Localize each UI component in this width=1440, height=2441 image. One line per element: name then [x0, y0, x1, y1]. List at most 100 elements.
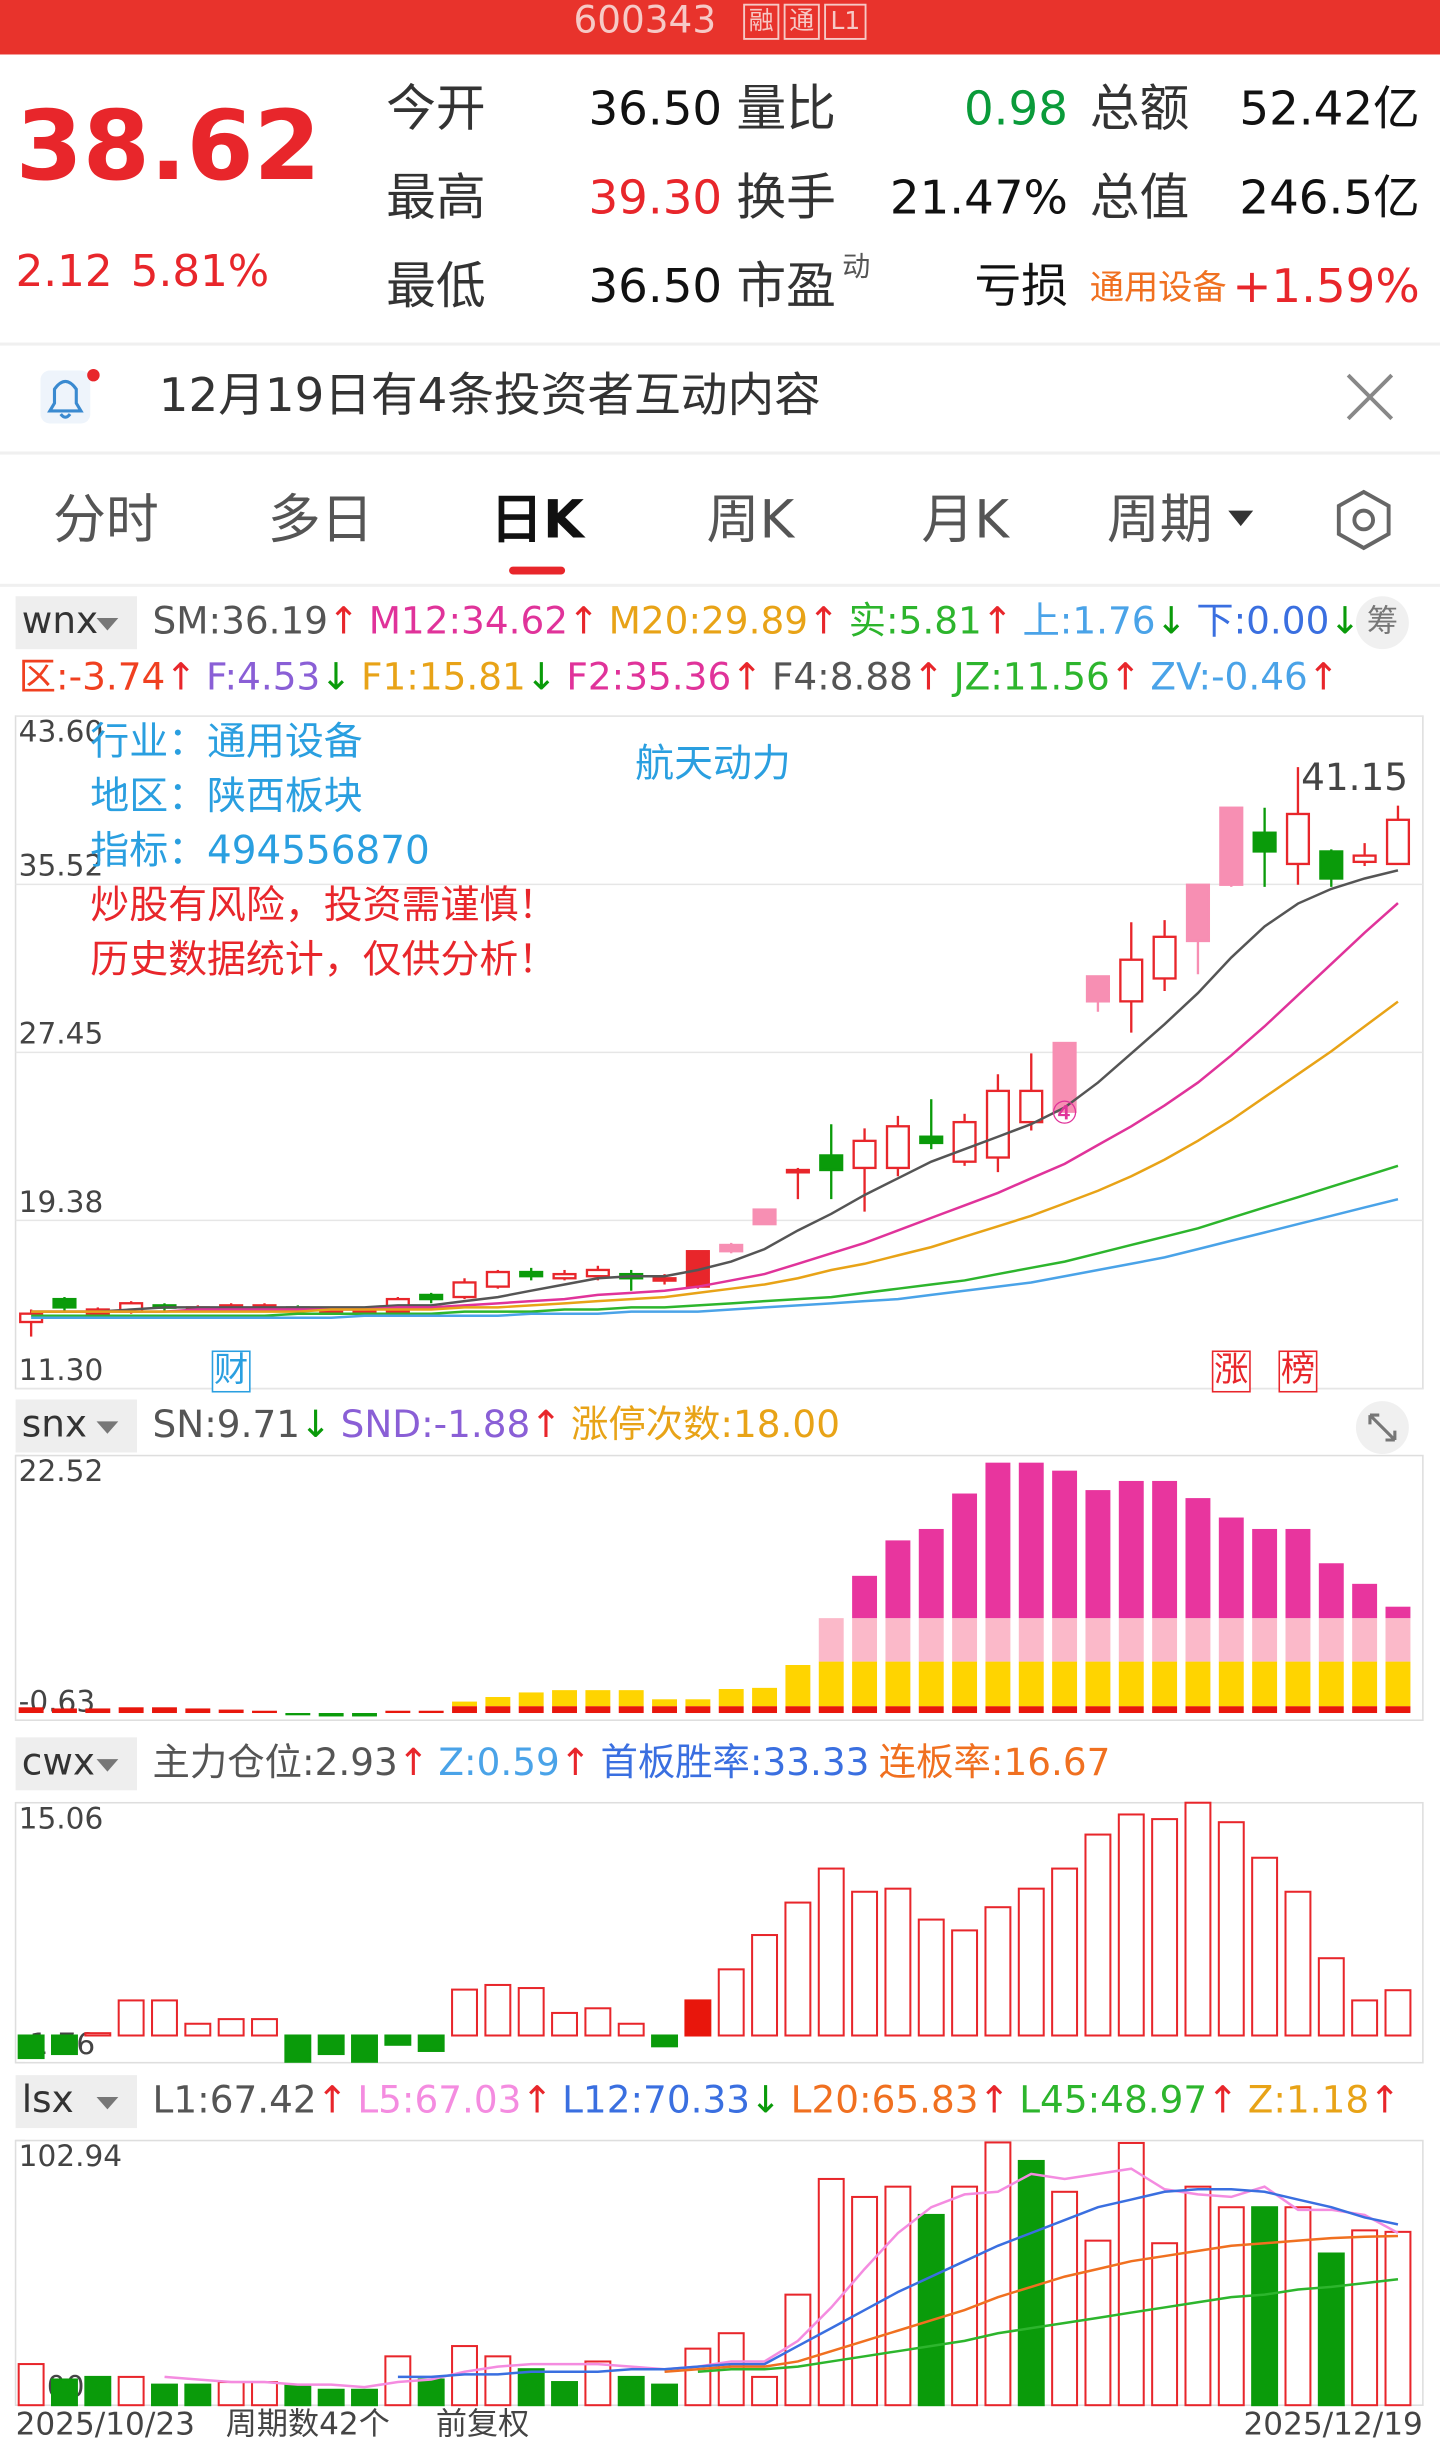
bar-segment	[785, 1706, 811, 1714]
legend-item: 主力仓位:2.93↑	[153, 1739, 430, 1783]
bar-segment	[985, 1661, 1011, 1707]
annotation: 地区：陕西板块	[90, 774, 362, 819]
bar-segment	[1218, 1661, 1244, 1707]
expand-arrow	[1368, 1413, 1397, 1442]
indicator-chip[interactable]	[15, 596, 137, 650]
bar	[1051, 2190, 1079, 2407]
bar	[51, 2378, 78, 2407]
tab[interactable]: 周期	[1107, 490, 1213, 551]
bar-segment	[718, 1706, 744, 1714]
annotation-box	[1211, 1350, 1251, 1393]
quote-label: 最高	[386, 168, 486, 226]
line	[31, 1197, 1399, 1320]
bell	[47, 379, 84, 419]
quote-value: 0.98	[964, 83, 1068, 137]
bar-segment	[1052, 1470, 1078, 1619]
chip-arrow	[96, 1421, 119, 1434]
bar	[151, 2383, 178, 2407]
bar-segment	[452, 1701, 477, 1707]
candle-body	[452, 1281, 477, 1299]
bar-segment	[1385, 1661, 1411, 1707]
price: 38.62	[16, 89, 321, 202]
bar	[517, 1987, 545, 2037]
y-tick-label: 102.94	[19, 2139, 122, 2173]
bar-segment	[1118, 1480, 1144, 1619]
close-icon[interactable]	[1346, 373, 1394, 421]
bar	[151, 1999, 178, 2037]
tab[interactable]: 周K	[707, 490, 796, 551]
quote-value: 36.50	[588, 260, 722, 314]
bar	[284, 2034, 312, 2063]
bar-segment	[518, 1706, 544, 1714]
bar-segment	[1085, 1706, 1111, 1714]
quote-value: 36.50	[588, 83, 722, 137]
chip-arrow	[96, 1759, 119, 1772]
bar-segment	[885, 1540, 911, 1619]
legend-item: 连板率:16.67	[879, 1739, 1111, 1783]
quote-value: 52.42亿	[1239, 83, 1419, 137]
bar	[384, 2034, 412, 2046]
candle-body	[952, 1120, 977, 1163]
badge-frame	[783, 3, 820, 40]
bar	[1117, 1813, 1145, 2037]
bar-segment	[318, 1713, 344, 1717]
annotation: 炒股有风险，投资需谨慎！	[90, 883, 557, 928]
bar	[17, 2363, 45, 2407]
annotation: 指标：494556870	[90, 829, 430, 874]
quote-label: 换手	[736, 168, 836, 226]
legend-item: SN:9.71↓	[153, 1401, 332, 1445]
bar-segment	[1352, 1618, 1378, 1662]
indicator-chip[interactable]	[15, 2075, 137, 2129]
candle-body	[885, 1125, 910, 1170]
line	[397, 2188, 1399, 2379]
badge-frame	[743, 3, 780, 40]
bar	[951, 1929, 979, 2037]
candle-body	[1219, 806, 1244, 886]
bar-segment	[18, 1707, 44, 1714]
bar-segment	[1152, 1706, 1178, 1714]
bar	[717, 1968, 745, 2037]
indicator-chip[interactable]	[15, 1737, 137, 1791]
bell-icon[interactable]	[40, 368, 100, 424]
bar-segment	[885, 1706, 911, 1714]
change: 2.12	[16, 247, 113, 297]
tab[interactable]: 分时	[53, 490, 159, 551]
divider	[0, 451, 1440, 455]
bar-segment	[1018, 1462, 1044, 1619]
bar	[751, 1934, 779, 2037]
expand-button[interactable]	[1355, 1401, 1409, 1455]
bar-segment	[185, 1708, 211, 1714]
quote-label: 市盈	[736, 257, 836, 315]
quote-label-sup: 动	[842, 250, 870, 283]
legend-item: ZV:-0.46↑	[1150, 654, 1339, 698]
indicator-name: wnx	[22, 598, 98, 642]
badge: 融	[749, 6, 774, 35]
bar-segment	[1018, 1661, 1044, 1707]
panel-frame	[14, 1454, 1424, 1721]
change-pct: 5.81%	[131, 247, 269, 297]
tab[interactable]: 月K	[921, 490, 1010, 551]
tab[interactable]: 多日	[268, 490, 374, 551]
legend-item: 涨停次数:18.00	[571, 1401, 840, 1445]
bar	[184, 2383, 212, 2407]
candle-body	[1319, 850, 1344, 880]
tab-underline	[509, 566, 566, 575]
bar	[1184, 2185, 1212, 2407]
legend-item: L45:48.97↑	[1019, 2077, 1238, 2121]
bar-segment	[552, 1706, 577, 1714]
annotation: 榜	[1281, 1350, 1315, 1390]
legend-item: SND:-1.88↑	[341, 1401, 562, 1445]
bar	[1117, 2141, 1145, 2407]
settings-icon[interactable]	[1336, 489, 1391, 551]
tab[interactable]: 日K	[490, 490, 586, 551]
bar	[1017, 1887, 1045, 2037]
button-bg[interactable]	[1355, 596, 1409, 650]
indicator-chip[interactable]	[15, 1399, 137, 1453]
bar-segment	[985, 1462, 1011, 1619]
bar	[84, 2032, 112, 2037]
quote-value: 亏损	[975, 260, 1068, 314]
notice-text[interactable]: 12月19日有4条投资者互动内容	[159, 369, 821, 423]
bar	[117, 2375, 145, 2407]
bar-segment	[1285, 1618, 1311, 1662]
